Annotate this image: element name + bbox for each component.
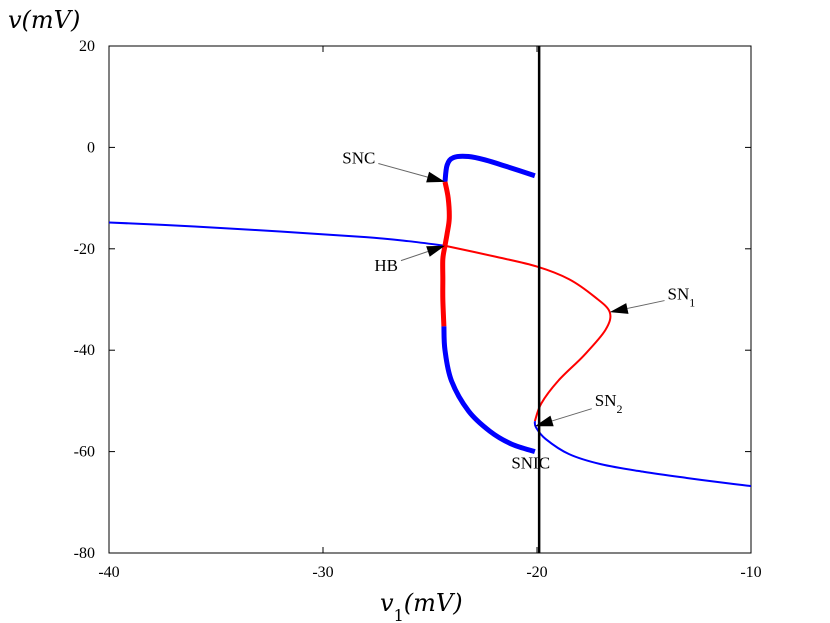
annotation-label-sn2: SN2 xyxy=(595,391,623,416)
annotation-arrow-line xyxy=(378,163,428,178)
annotation-label-snic: SNIC xyxy=(511,453,550,472)
y-tick-label: -60 xyxy=(74,444,95,461)
x-tick-label: -40 xyxy=(98,564,119,581)
series-line-0 xyxy=(108,221,446,247)
annotation-arrow-line xyxy=(627,300,665,309)
y-tick-label: 0 xyxy=(87,139,95,156)
y-tick-label: -40 xyxy=(74,342,95,359)
x-tick-label: -20 xyxy=(526,564,547,581)
y-axis-title: v(mV) xyxy=(8,6,80,34)
series-line-5 xyxy=(441,326,536,454)
tick-layer: -40 -30 -20 -10 20 0 -20 -40 -60 -80 xyxy=(74,38,762,581)
annotation-label-hb: HB xyxy=(374,256,398,275)
annotation-label-snc: SNC xyxy=(342,149,375,168)
annotation-arrow-head xyxy=(426,245,445,257)
series-line-4 xyxy=(440,181,452,327)
annotation-arrow-head xyxy=(426,171,445,183)
y-tick-label: -20 xyxy=(74,241,95,258)
annotation-arrow-line xyxy=(551,408,592,422)
x-axis-title: v1(mV) xyxy=(380,589,463,623)
annotation-arrow-line xyxy=(400,251,429,262)
y-tick-label: -80 xyxy=(74,545,95,562)
x-tick-label: -30 xyxy=(312,564,333,581)
annotation-label-sn1: SN1 xyxy=(668,285,696,310)
annotation-arrow-head xyxy=(534,415,554,427)
series-line-1 xyxy=(444,244,612,422)
series-line-3 xyxy=(442,153,536,183)
x-tick-label: -10 xyxy=(740,564,761,581)
series-line-2 xyxy=(533,421,752,488)
annotation-arrow-head xyxy=(609,303,629,314)
y-tick-label: 20 xyxy=(79,38,95,55)
plot-area xyxy=(108,45,752,554)
annotation-layer: SNC HB SN1 SN2 SNIC xyxy=(342,149,695,473)
series-layer xyxy=(108,46,752,553)
